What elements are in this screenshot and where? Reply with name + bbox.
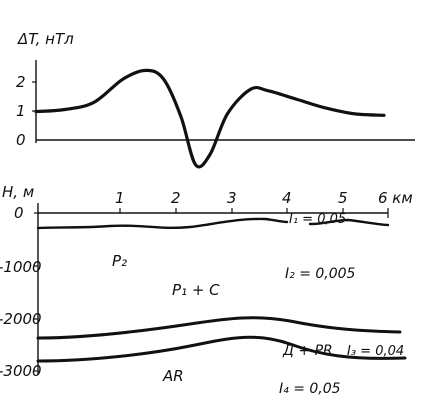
boundary-ar-top [36,335,407,363]
depth-axis-label: H, м [2,183,34,201]
distance-label-4: 4 [282,189,292,207]
unit-p2-label: P₂ [112,252,127,270]
distance-label-3: 3 [227,189,237,207]
boundary-p2-base-left [36,217,289,230]
magnetization-i3: I₃ = 0,04 [347,344,404,359]
anomaly-tick-label-1: 1 [16,102,26,120]
distance-label-2: 2 [171,189,181,207]
magnetization-i2: I₂ = 0,005 [285,266,356,282]
depth-label-3000: -3000 [0,362,42,380]
magnetization-i4: I₄ = 0,05 [279,381,341,397]
distance-label-1: 1 [115,189,125,207]
unit-ar-label: AR [162,367,184,385]
distance-label-5: 5 [338,189,348,207]
anomaly-axis-label: ΔT, нТл [17,30,74,48]
unit-dpr-label: Д + PR [282,343,333,359]
depth-label-1000: -1000 [0,258,42,276]
boundary-dpr-top [36,316,402,340]
depth-label-0: 0 [14,204,24,222]
magnetization-i1: I₁ = 0,05 [289,212,346,227]
anomaly-tick-label-0: 0 [16,131,26,149]
unit-p1c-label: P₁ + C [172,281,220,299]
depth-label-2000: -2000 [0,310,42,328]
distance-unit-label: 6 км [378,189,413,207]
anomaly-tick-label-2: 2 [16,73,26,91]
anomaly-curve [34,68,386,169]
boundary-p2-base-right [308,218,390,227]
